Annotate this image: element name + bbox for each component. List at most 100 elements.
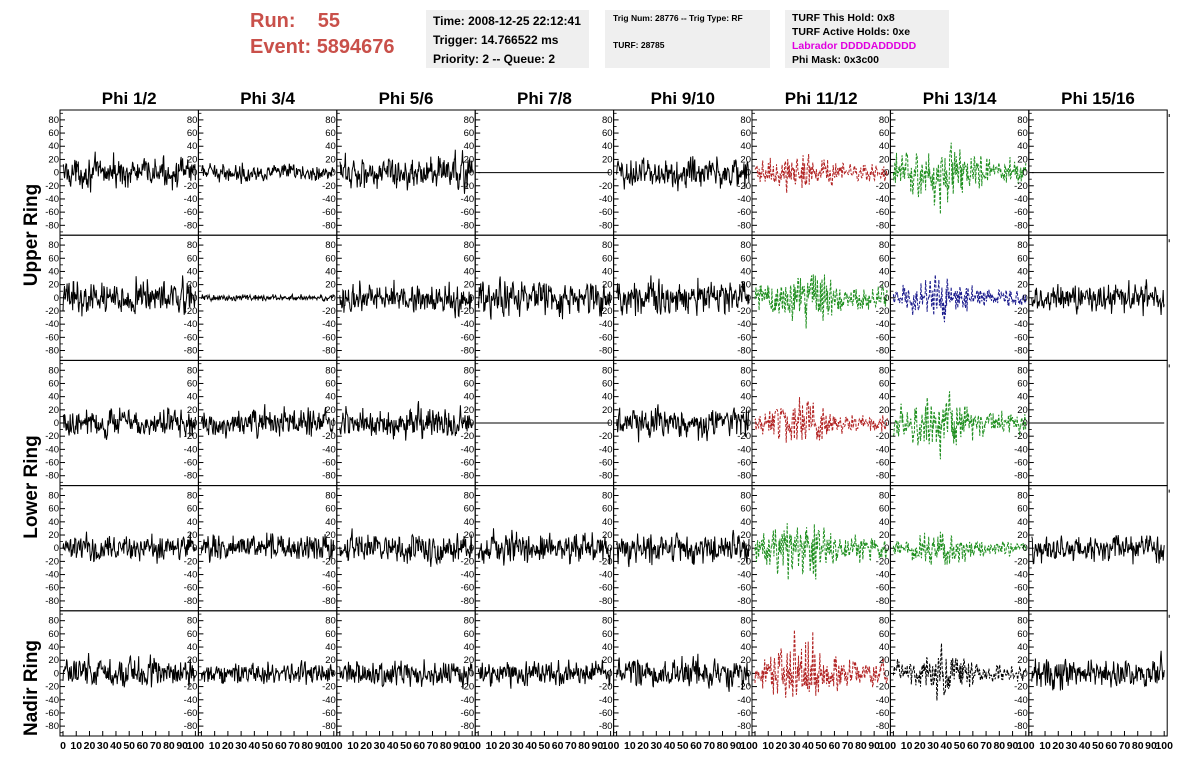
waveform-line <box>339 279 473 319</box>
x-tick-label: 50 <box>262 740 274 752</box>
y-tick-label: 40 <box>602 517 613 528</box>
y-tick-label: -40 <box>737 319 751 330</box>
y-tick-label: 60 <box>464 128 475 139</box>
y-tick-label: 20 <box>464 154 475 165</box>
y-tick-label: -40 <box>1014 194 1028 205</box>
y-tick-label: 60 <box>187 128 198 139</box>
y-tick-label: 0 <box>331 668 336 679</box>
y-tick-label: 60 <box>602 378 613 389</box>
y-tick-label: 80 <box>740 240 751 251</box>
y-tick-label: -80 <box>460 471 474 482</box>
y-tick-label: -40 <box>1014 695 1028 706</box>
panel-frame <box>751 109 891 236</box>
y-tick-label: -80 <box>45 220 59 231</box>
y-tick-label: 60 <box>879 253 890 264</box>
y-tick-label: 0 <box>746 293 751 304</box>
y-tick-label: 0 <box>607 543 612 554</box>
panel-r4-c4: 80 60 40 20 0 -20 -40 -60 -80 <box>460 485 615 612</box>
y-tick-label: -20 <box>737 181 751 192</box>
y-tick-label: -20 <box>1014 306 1028 317</box>
y-tick-label: -40 <box>737 570 751 581</box>
ring-label-3: Nadir Ring <box>21 640 42 736</box>
trig-num-text: Trig Num: 28776 -- Trig Type: RF <box>613 13 743 23</box>
y-tick-label: -60 <box>460 332 474 343</box>
y-tick-label: -20 <box>599 306 613 317</box>
x-tick-label: 20 <box>637 740 649 752</box>
y-tick-label: -60 <box>599 708 613 719</box>
x-tick-label: 80 <box>717 740 729 752</box>
waveform-line <box>754 274 888 329</box>
y-tick-label: -20 <box>1014 181 1028 192</box>
x-tick-label: 90 <box>453 740 465 752</box>
y-tick-label: -60 <box>184 583 198 594</box>
waveform-line <box>62 652 196 688</box>
x-tick-label: 90 <box>868 740 880 752</box>
y-tick-label: 60 <box>1017 378 1028 389</box>
x-tick-label: 10 <box>624 740 636 752</box>
y-tick-label: -80 <box>184 596 198 607</box>
waveform-line <box>62 531 196 564</box>
x-tick-label: 20 <box>360 740 372 752</box>
panel-r5-c8: 80 60 40 20 0 -20 -40 -60 -80 <box>1014 610 1168 737</box>
column-header-6: Phi 11/12 <box>785 89 858 108</box>
y-tick-label: 0 <box>1023 293 1028 304</box>
y-tick-label: -40 <box>737 695 751 706</box>
y-tick-label: -60 <box>460 583 474 594</box>
y-tick-label: -60 <box>1014 583 1028 594</box>
time-text: Time: 2008-12-25 22:12:41 <box>433 14 581 28</box>
y-tick-label: 20 <box>48 530 59 541</box>
y-tick-label: -60 <box>876 583 890 594</box>
waveform-line <box>62 275 196 317</box>
y-tick-label: 80 <box>602 616 613 627</box>
panel-r3-c6: 80 60 40 20 0 -20 -40 -60 -80 <box>737 359 891 487</box>
x-tick-label: 100 <box>1155 740 1173 752</box>
y-tick-label: 20 <box>325 405 336 416</box>
y-tick-label: 0 <box>607 418 612 429</box>
x-tick-label: 20 <box>84 740 96 752</box>
waveform-line <box>200 404 335 439</box>
ring-labels: Upper Ring Lower Ring Nadir Ring <box>21 184 42 736</box>
x-tick-label: 40 <box>387 740 399 752</box>
y-tick-label: -80 <box>876 220 890 231</box>
y-tick-label: 40 <box>464 141 475 152</box>
y-tick-label: -60 <box>45 332 59 343</box>
y-tick-label: 80 <box>187 115 198 126</box>
y-tick-label: 40 <box>325 141 336 152</box>
y-tick-label: 40 <box>325 517 336 528</box>
y-tick-label: 20 <box>464 405 475 416</box>
y-tick-label: -40 <box>599 570 613 581</box>
y-tick-label: 60 <box>879 629 890 640</box>
y-tick-label: -20 <box>184 431 198 442</box>
y-tick-label: 80 <box>48 616 59 627</box>
column-header-3: Phi 5/6 <box>379 89 434 108</box>
waveform-line <box>339 149 473 194</box>
y-tick-label: 80 <box>464 240 475 251</box>
panel-r1-c8: 80 60 40 20 0 -20 -40 -60 -80 <box>1014 109 1168 236</box>
labrador-text: Labrador DDDDADDDDD <box>792 40 917 52</box>
panel-r4-c1: 80 60 40 20 0 -20 -40 -60 -80 <box>45 485 199 612</box>
y-tick-label: -80 <box>599 346 613 357</box>
y-tick-label: 60 <box>325 504 336 515</box>
y-tick-label: -20 <box>322 556 336 567</box>
x-tick-label: 30 <box>789 740 801 752</box>
panel-r4-c2: 80 60 40 20 0 -20 -40 -60 -80 <box>184 485 338 612</box>
panel-r1-c5: 80 60 40 20 0 -20 -40 -60 -80 <box>599 109 753 236</box>
y-tick-label: 20 <box>464 530 475 541</box>
y-tick-label: 0 <box>54 418 59 429</box>
y-tick-label: 60 <box>879 504 890 515</box>
run-row: Run: 55 <box>250 8 395 34</box>
panel-r5-c1: 80 60 40 20 0 -20 -40 -60 -80 <box>45 610 199 737</box>
y-tick-label: -40 <box>460 444 474 455</box>
x-tick-label: 60 <box>413 740 425 752</box>
y-tick-label: 40 <box>187 642 198 653</box>
y-tick-label: 0 <box>607 668 612 679</box>
x-tick-label: 10 <box>347 740 359 752</box>
trigger-text: Trigger: 14.766522 ms <box>433 33 559 47</box>
y-tick-label: 80 <box>464 115 475 126</box>
y-tick-label: 0 <box>192 293 197 304</box>
y-tick-label: -80 <box>184 721 198 732</box>
y-tick-label: -80 <box>737 596 751 607</box>
y-tick-label: 0 <box>746 543 751 554</box>
column-header-4: Phi 7/8 <box>517 89 572 108</box>
